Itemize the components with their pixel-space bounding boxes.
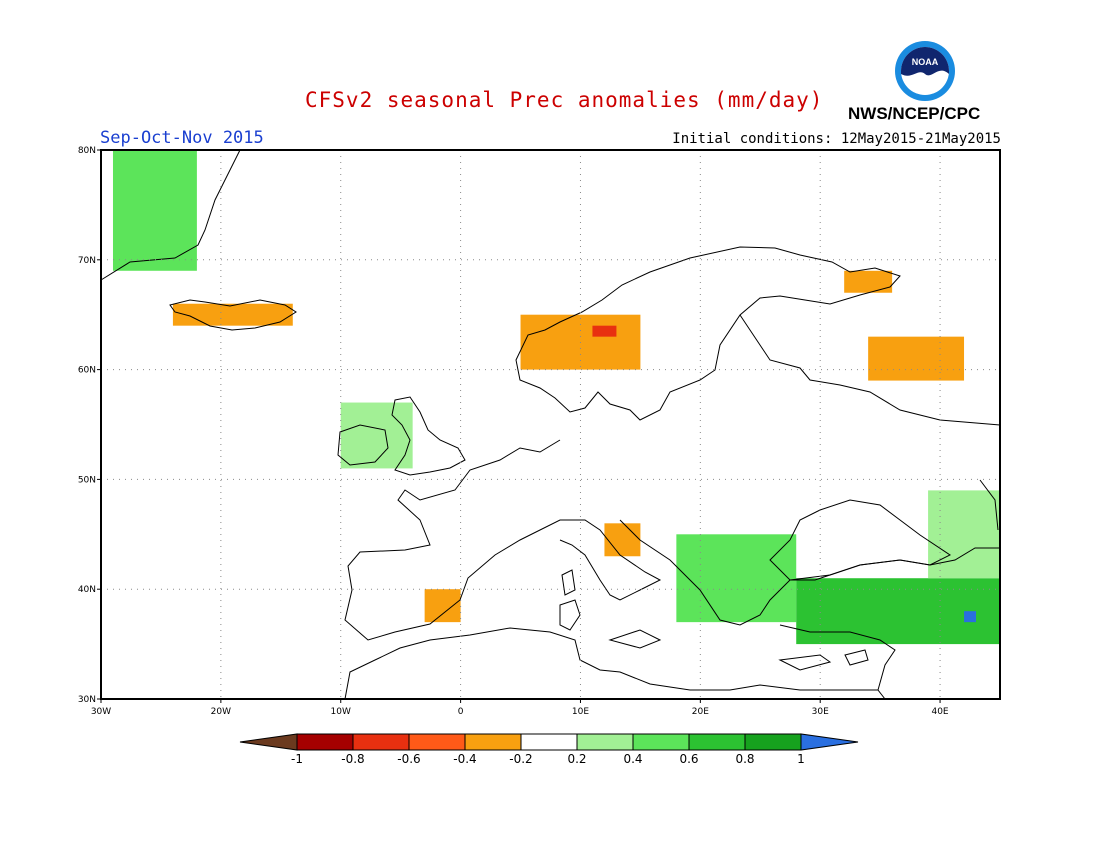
chart-title: CFSv2 seasonal Prec anomalies (mm/day)	[305, 88, 824, 112]
y-tick-label: 50N	[78, 475, 96, 485]
y-tick-label: 80N	[78, 146, 96, 156]
colorbar-box	[632, 733, 690, 751]
colorbar-arrow-low	[239, 733, 298, 751]
colorbar-label: -0.8	[341, 752, 364, 766]
coastlines	[100, 149, 1001, 700]
coastline	[169, 299, 297, 331]
axis-ticks: 30W 20W 10W 0 10E 20E 30E 40E 80N 70N 60N 50N 40N 30N	[78, 146, 949, 717]
coastline	[979, 479, 999, 531]
island-corsica	[561, 569, 576, 596]
y-tick-label: 60N	[78, 366, 96, 376]
colorbar-box	[744, 733, 802, 751]
colorbar-label: -1	[291, 752, 303, 766]
anomaly-region	[868, 336, 965, 381]
colorbar-label: 1	[797, 752, 805, 766]
anomaly-region	[340, 402, 413, 469]
colorbar-box	[576, 733, 634, 751]
colorbar-label: -0.2	[509, 752, 532, 766]
x-tick-label: 30W	[91, 707, 111, 717]
coastline	[779, 624, 896, 700]
y-tick-label: 30N	[78, 695, 96, 705]
island-cyprus	[844, 649, 869, 666]
colorbar-label: 0.2	[567, 752, 586, 766]
coastline	[100, 149, 241, 281]
colorbar-arrow-high	[800, 733, 859, 751]
noaa-logo: NOAA	[895, 41, 955, 101]
anomaly-region	[604, 523, 641, 557]
island-sicily	[608, 629, 662, 649]
island-sardinia	[559, 599, 581, 631]
coastline	[769, 499, 951, 581]
coastline	[337, 424, 389, 466]
x-tick-label: 20W	[211, 707, 231, 717]
map-frame	[100, 149, 1001, 700]
colorbar-box	[520, 733, 578, 751]
coastline	[739, 314, 1001, 426]
agency-label: NWS/NCEP/CPC	[848, 104, 981, 123]
colorbar-box	[352, 733, 410, 751]
x-tick-label: 20E	[692, 707, 709, 717]
anomaly-region	[592, 325, 617, 337]
anomaly-region	[964, 611, 977, 623]
x-tick-label: 30E	[812, 707, 829, 717]
season-label: Sep-Oct-Nov 2015	[100, 128, 264, 148]
colorbar-box	[296, 733, 354, 751]
colorbar-label: 0.6	[679, 752, 698, 766]
colorbar-box	[408, 733, 466, 751]
x-tick-label: 0	[458, 707, 464, 717]
y-tick-label: 70N	[78, 256, 96, 266]
anomaly-region	[676, 534, 797, 623]
colorbar-label: 0.4	[623, 752, 642, 766]
x-tick-label: 10W	[331, 707, 351, 717]
colorbar-label: -0.4	[453, 752, 476, 766]
coastline	[515, 246, 901, 421]
y-tick-label: 40N	[78, 585, 96, 595]
anomaly-region	[112, 150, 197, 271]
anomaly-region	[844, 270, 893, 293]
initial-conditions-label: Initial conditions: 12May2015-21May2015	[672, 131, 1001, 147]
anomaly-region	[424, 589, 461, 623]
coastline	[391, 396, 466, 476]
coastline	[344, 439, 662, 641]
logo-text: NOAA	[912, 57, 939, 67]
colorbar-box	[688, 733, 746, 751]
island-crete	[778, 654, 832, 671]
x-tick-label: 10E	[572, 707, 589, 717]
anomaly-region	[172, 303, 293, 326]
x-tick-label: 40E	[931, 707, 948, 717]
colorbar-label: -0.6	[397, 752, 420, 766]
anomaly-layer	[112, 150, 1000, 645]
colorbar-box	[464, 733, 522, 751]
colorbar-label: 0.8	[735, 752, 754, 766]
